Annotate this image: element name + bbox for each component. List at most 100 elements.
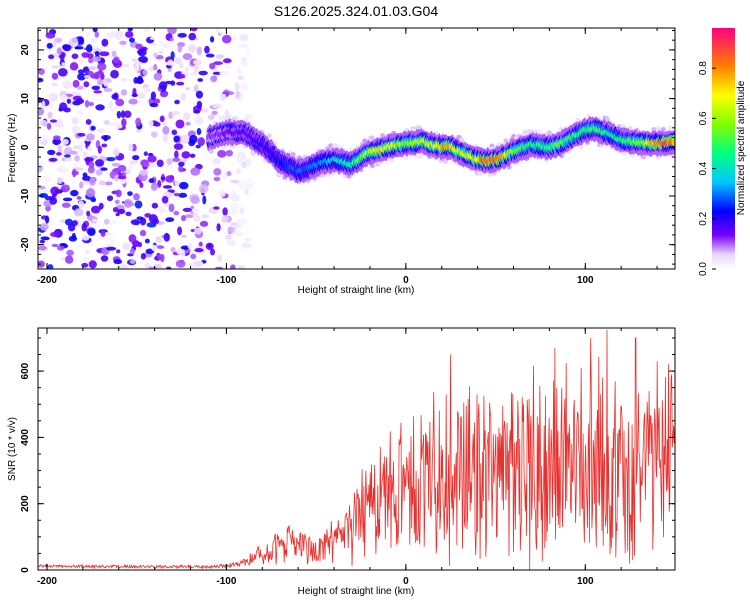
- spectrogram-cell: [173, 135, 181, 143]
- spectrogram-cell: [57, 67, 68, 77]
- spectrogram-cell: [95, 169, 103, 176]
- spectrogram-cell: [201, 214, 210, 219]
- y-tick-label: 200: [20, 495, 31, 512]
- spectrogram-cell: [38, 192, 48, 198]
- spectrogram-cell: [178, 161, 185, 167]
- spectrogram-cell: [191, 207, 200, 214]
- spectrogram-cell: [90, 125, 96, 131]
- y-tick-label: 400: [20, 429, 31, 446]
- spectrogram-cell: [158, 209, 167, 213]
- spectrogram-cell: [134, 62, 140, 72]
- spectrogram-cell: [214, 266, 224, 269]
- spectrogram-cell: [136, 216, 144, 221]
- spectrogram-cell: [170, 80, 176, 86]
- spectrogram-cell: [181, 234, 187, 238]
- spectrogram-cell: [546, 130, 552, 136]
- spectrogram-cell: [81, 234, 90, 241]
- colorbar-tick-label: 0.2: [698, 211, 709, 225]
- spectrogram-cell: [148, 178, 155, 184]
- y-tick-label: -20: [20, 237, 31, 252]
- colorbar: 0.0 0.2 0.4 0.6 0.8 Normalized spectral ampl…: [698, 28, 747, 276]
- spectrogram-cell: [227, 226, 236, 234]
- spectrogram-cell: [83, 81, 90, 88]
- spectrogram-cell: [115, 213, 120, 217]
- spectrogram-cell: [125, 169, 132, 174]
- spectrogram-cell: [199, 220, 209, 227]
- spectrogram-cell: [215, 28, 220, 33]
- snr-ylabel: SNR (10 * v/v): [7, 417, 18, 481]
- spectrogram-cell: [234, 196, 241, 203]
- spectrogram-cell: [72, 79, 80, 88]
- spectrogram-cell: [97, 62, 107, 71]
- spectrogram-cell: [178, 181, 189, 190]
- spectrogram-cell: [115, 189, 122, 198]
- spectrogram-cell: [87, 101, 95, 107]
- spectrogram-cell: [125, 31, 134, 38]
- spectrogram-cell: [210, 75, 218, 83]
- spectrogram-cell: [123, 199, 133, 208]
- spectrogram-cell: [69, 150, 78, 155]
- spectrogram-cell: [223, 65, 233, 69]
- spectrogram-cell: [94, 51, 100, 56]
- spectrogram-cell: [140, 58, 148, 64]
- spectrogram-cell: [240, 161, 248, 169]
- spectrogram-cell: [144, 179, 150, 185]
- spectrogram-cell: [196, 128, 202, 136]
- spectrogram-cell: [56, 177, 63, 184]
- spectrogram-cell: [230, 264, 236, 269]
- colorbar-ticks: 0.0 0.2 0.4 0.6 0.8: [698, 61, 716, 276]
- spectrogram-cell: [158, 50, 164, 55]
- spectrogram-cell: [180, 92, 186, 101]
- spectrogram-cell: [177, 32, 187, 38]
- spectrogram-cell: [417, 153, 423, 159]
- spectrogram-cell: [84, 100, 90, 108]
- x-tick-label: -100: [216, 576, 236, 587]
- spectrogram-cell: [143, 163, 150, 168]
- spectrogram-cell: [86, 133, 95, 141]
- spectrogram-cell: [78, 145, 83, 153]
- y-tick-label: 0: [20, 567, 31, 573]
- spectrogram-cell: [127, 28, 133, 32]
- spectrogram-cell: [91, 85, 101, 91]
- spectrogram-cell: [73, 208, 84, 217]
- spectrogram-cell: [57, 145, 62, 154]
- spectrogram-cell: [181, 215, 186, 222]
- spectrogram-cell: [114, 199, 120, 205]
- spectrogram-cell: [202, 195, 207, 205]
- x-tick-label: -100: [216, 275, 236, 286]
- spectrogram-cell: [149, 36, 157, 40]
- spectrogram-cell: [219, 31, 228, 36]
- spectrogram-cell: [49, 119, 58, 123]
- spectrogram-cell: [182, 207, 192, 212]
- spectrogram-cell: [222, 207, 228, 216]
- spectrogram-cell: [189, 153, 196, 158]
- spectrogram-cell: [81, 52, 90, 58]
- spectrogram-cell: [95, 159, 104, 167]
- spectrogram-cell: [243, 58, 248, 67]
- spectrogram-cell: [56, 118, 64, 127]
- spectrogram-cell: [38, 68, 45, 76]
- spectrogram-cell: [120, 110, 125, 119]
- spectrogram-cell: [170, 246, 176, 253]
- spectrogram-cell: [240, 82, 249, 92]
- spectrogram-cell: [76, 196, 82, 200]
- spectrogram-cell: [165, 217, 175, 223]
- spectrogram-cell: [237, 65, 242, 75]
- spectrogram-cell: [155, 236, 162, 244]
- spectrogram-cell: [64, 156, 73, 162]
- spectrogram-cell: [85, 249, 90, 255]
- spectrogram-cell: [225, 234, 232, 241]
- spectrogram-cell: [59, 243, 67, 247]
- spectrogram-cell: [100, 73, 105, 80]
- spectrogram-cell: [179, 62, 184, 69]
- spectrogram-cell: [195, 144, 201, 149]
- spectrogram-cell: [106, 195, 114, 202]
- spectrogram-cell: [178, 73, 185, 79]
- spectrogram-cell: [62, 197, 73, 202]
- spectrogram-cell: [139, 169, 149, 176]
- spectrogram-cell: [149, 102, 159, 108]
- spectrogram-cell: [333, 143, 339, 149]
- spectrogram-cell: [213, 168, 222, 176]
- spectrogram-cell: [41, 100, 46, 110]
- spectrogram-cell: [198, 70, 208, 76]
